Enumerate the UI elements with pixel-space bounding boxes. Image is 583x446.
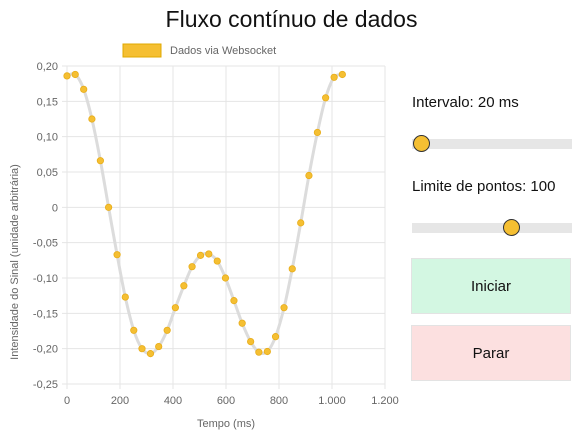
- chart-legend[interactable]: Dados via Websocket: [122, 43, 276, 58]
- y-tick-label: 0,20: [37, 61, 58, 73]
- y-tick-label: 0,05: [37, 167, 58, 179]
- point-limit-slider-thumb[interactable]: [503, 219, 521, 236]
- y-tick-label: -0,05: [33, 238, 58, 250]
- data-point[interactable]: [221, 274, 230, 282]
- data-point[interactable]: [113, 251, 121, 259]
- line-chart: 0,20 0,15 0,10 0,05 0 -0,05 -0,10 -0,15 -0,20 -0,…: [9, 43, 399, 430]
- data-point[interactable]: [247, 337, 255, 346]
- data-point[interactable]: [338, 70, 346, 79]
- data-point[interactable]: [205, 250, 213, 258]
- point-limit-slider[interactable]: [412, 219, 572, 236]
- data-point[interactable]: [255, 348, 263, 356]
- x-tick-label: 1.000: [318, 395, 346, 407]
- legend-swatch: [122, 43, 162, 58]
- y-tick-label: 0,15: [37, 96, 58, 108]
- data-point[interactable]: [63, 72, 71, 80]
- x-axis-ticks: 0 200 400 600 800 1.000 1.200: [64, 395, 399, 407]
- data-point[interactable]: [188, 263, 196, 271]
- data-point[interactable]: [271, 333, 280, 341]
- interval-slider-thumb[interactable]: [413, 135, 431, 152]
- data-point[interactable]: [280, 304, 288, 312]
- data-point[interactable]: [163, 326, 171, 334]
- data-point[interactable]: [105, 203, 113, 211]
- x-tick-label: 800: [270, 395, 288, 407]
- data-point[interactable]: [230, 297, 238, 305]
- x-tick-label: 600: [217, 395, 235, 407]
- page-title: Fluxo contínuo de dados: [165, 6, 418, 32]
- y-tick-label: 0,10: [37, 132, 58, 144]
- data-point[interactable]: [138, 345, 146, 353]
- interval-slider[interactable]: [412, 135, 572, 152]
- chart-grid: [62, 65, 386, 389]
- data-points: [63, 70, 346, 358]
- x-tick-label: 0: [64, 395, 70, 407]
- y-axis-label: Intensidade do Sinal (unidade arbitrária…: [9, 164, 21, 360]
- start-button[interactable]: Iniciar: [411, 258, 571, 314]
- data-point[interactable]: [96, 157, 104, 165]
- y-tick-label: -0,20: [33, 344, 58, 356]
- series-line: [66, 72, 343, 356]
- data-point[interactable]: [238, 319, 246, 327]
- data-point[interactable]: [305, 171, 313, 180]
- data-point[interactable]: [180, 282, 188, 290]
- y-axis-ticks: 0,20 0,15 0,10 0,05 0 -0,05 -0,10 -0,15 -0,20 -0,…: [33, 61, 58, 391]
- legend-label: Dados via Websocket: [170, 45, 276, 57]
- data-point[interactable]: [121, 293, 129, 301]
- data-point[interactable]: [288, 265, 296, 273]
- data-point[interactable]: [196, 251, 205, 259]
- point-limit-label: Limite de pontos: 100: [412, 178, 556, 195]
- x-tick-label: 200: [111, 395, 129, 407]
- data-point[interactable]: [130, 326, 138, 334]
- data-point[interactable]: [263, 347, 271, 356]
- data-point[interactable]: [146, 350, 155, 358]
- data-point[interactable]: [213, 257, 221, 265]
- data-point[interactable]: [80, 85, 88, 93]
- stop-button[interactable]: Parar: [411, 325, 571, 381]
- data-point[interactable]: [313, 128, 322, 137]
- interval-label: Intervalo: 20 ms: [412, 94, 519, 111]
- data-point[interactable]: [322, 94, 330, 102]
- x-axis-label: Tempo (ms): [197, 418, 255, 430]
- y-tick-label: -0,25: [33, 379, 58, 391]
- x-tick-label: 1.200: [371, 395, 399, 407]
- data-point[interactable]: [155, 342, 163, 351]
- data-point[interactable]: [171, 304, 179, 312]
- data-point[interactable]: [297, 219, 305, 227]
- data-point[interactable]: [330, 73, 338, 81]
- data-point[interactable]: [88, 115, 96, 123]
- x-tick-label: 400: [164, 395, 182, 407]
- y-tick-label: -0,10: [33, 273, 58, 285]
- data-point[interactable]: [71, 70, 79, 79]
- y-tick-label: -0,15: [33, 308, 58, 320]
- y-tick-label: 0: [52, 202, 58, 214]
